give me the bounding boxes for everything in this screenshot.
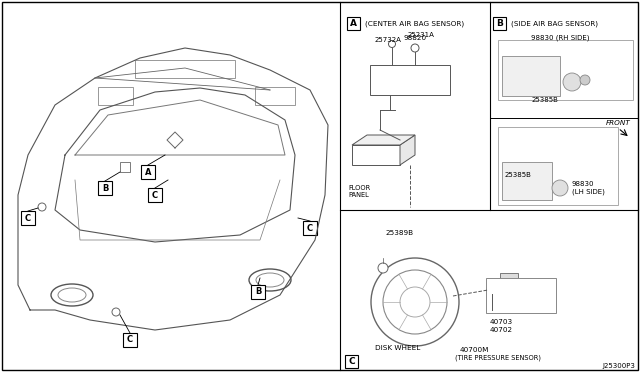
Circle shape [388, 41, 396, 48]
Text: 40700M: 40700M [460, 347, 490, 353]
Text: B: B [255, 288, 261, 296]
Circle shape [378, 263, 388, 273]
Bar [120, 162, 130, 172]
Bar [141, 165, 155, 179]
Polygon shape [400, 135, 415, 165]
Bar [502, 56, 560, 96]
Text: 25385B: 25385B [505, 172, 532, 178]
Circle shape [487, 283, 497, 293]
Bar [502, 162, 552, 200]
Ellipse shape [256, 273, 284, 287]
Bar [345, 355, 358, 368]
Circle shape [580, 75, 590, 85]
Text: 98830
(LH SIDE): 98830 (LH SIDE) [572, 181, 605, 195]
Text: 98820: 98820 [403, 35, 427, 41]
Bar [493, 17, 506, 30]
Ellipse shape [249, 269, 291, 291]
Text: A: A [350, 19, 357, 28]
Text: 40702: 40702 [490, 327, 513, 333]
Text: C: C [152, 190, 158, 199]
Bar [98, 87, 133, 105]
Bar [21, 211, 35, 225]
Bar [303, 221, 317, 235]
Circle shape [411, 44, 419, 52]
Bar [148, 188, 162, 202]
Circle shape [552, 180, 568, 196]
Text: DISK WHEEL: DISK WHEEL [375, 345, 420, 351]
Text: 25732A: 25732A [375, 37, 402, 43]
Bar [500, 273, 518, 283]
Ellipse shape [400, 287, 430, 317]
Bar [498, 40, 633, 100]
Text: FLOOR
PANEL: FLOOR PANEL [348, 185, 371, 198]
Bar [251, 285, 265, 299]
Text: C: C [348, 357, 355, 366]
Bar [255, 87, 295, 105]
Text: C: C [25, 214, 31, 222]
Text: C: C [307, 224, 313, 232]
Polygon shape [352, 145, 400, 165]
Text: (CENTER AIR BAG SENSOR): (CENTER AIR BAG SENSOR) [365, 20, 464, 27]
Text: B: B [496, 19, 503, 28]
Text: (SIDE AIR BAG SENSOR): (SIDE AIR BAG SENSOR) [511, 20, 598, 27]
Circle shape [112, 308, 120, 316]
Bar [123, 333, 137, 347]
Polygon shape [352, 135, 415, 145]
Text: 25385B: 25385B [532, 97, 559, 103]
Text: J25300P3: J25300P3 [602, 363, 635, 369]
Bar [486, 278, 556, 313]
Text: C: C [127, 336, 133, 344]
Text: A: A [145, 167, 151, 176]
Polygon shape [370, 65, 450, 95]
Ellipse shape [58, 288, 86, 302]
Text: 40703: 40703 [490, 319, 513, 325]
Text: 98830 (RH SIDE): 98830 (RH SIDE) [531, 35, 589, 41]
Text: FRONT: FRONT [605, 120, 630, 126]
Text: (TIRE PRESSURE SENSOR): (TIRE PRESSURE SENSOR) [455, 355, 541, 361]
Text: B: B [102, 183, 108, 192]
Bar [347, 17, 360, 30]
Bar [98, 181, 112, 195]
Ellipse shape [371, 258, 459, 346]
Ellipse shape [51, 284, 93, 306]
Bar [498, 127, 618, 205]
Circle shape [563, 73, 581, 91]
Circle shape [38, 203, 46, 211]
Text: 25231A: 25231A [408, 32, 435, 38]
Text: 25389B: 25389B [385, 230, 413, 236]
Ellipse shape [383, 270, 447, 334]
Bar [135, 60, 235, 78]
